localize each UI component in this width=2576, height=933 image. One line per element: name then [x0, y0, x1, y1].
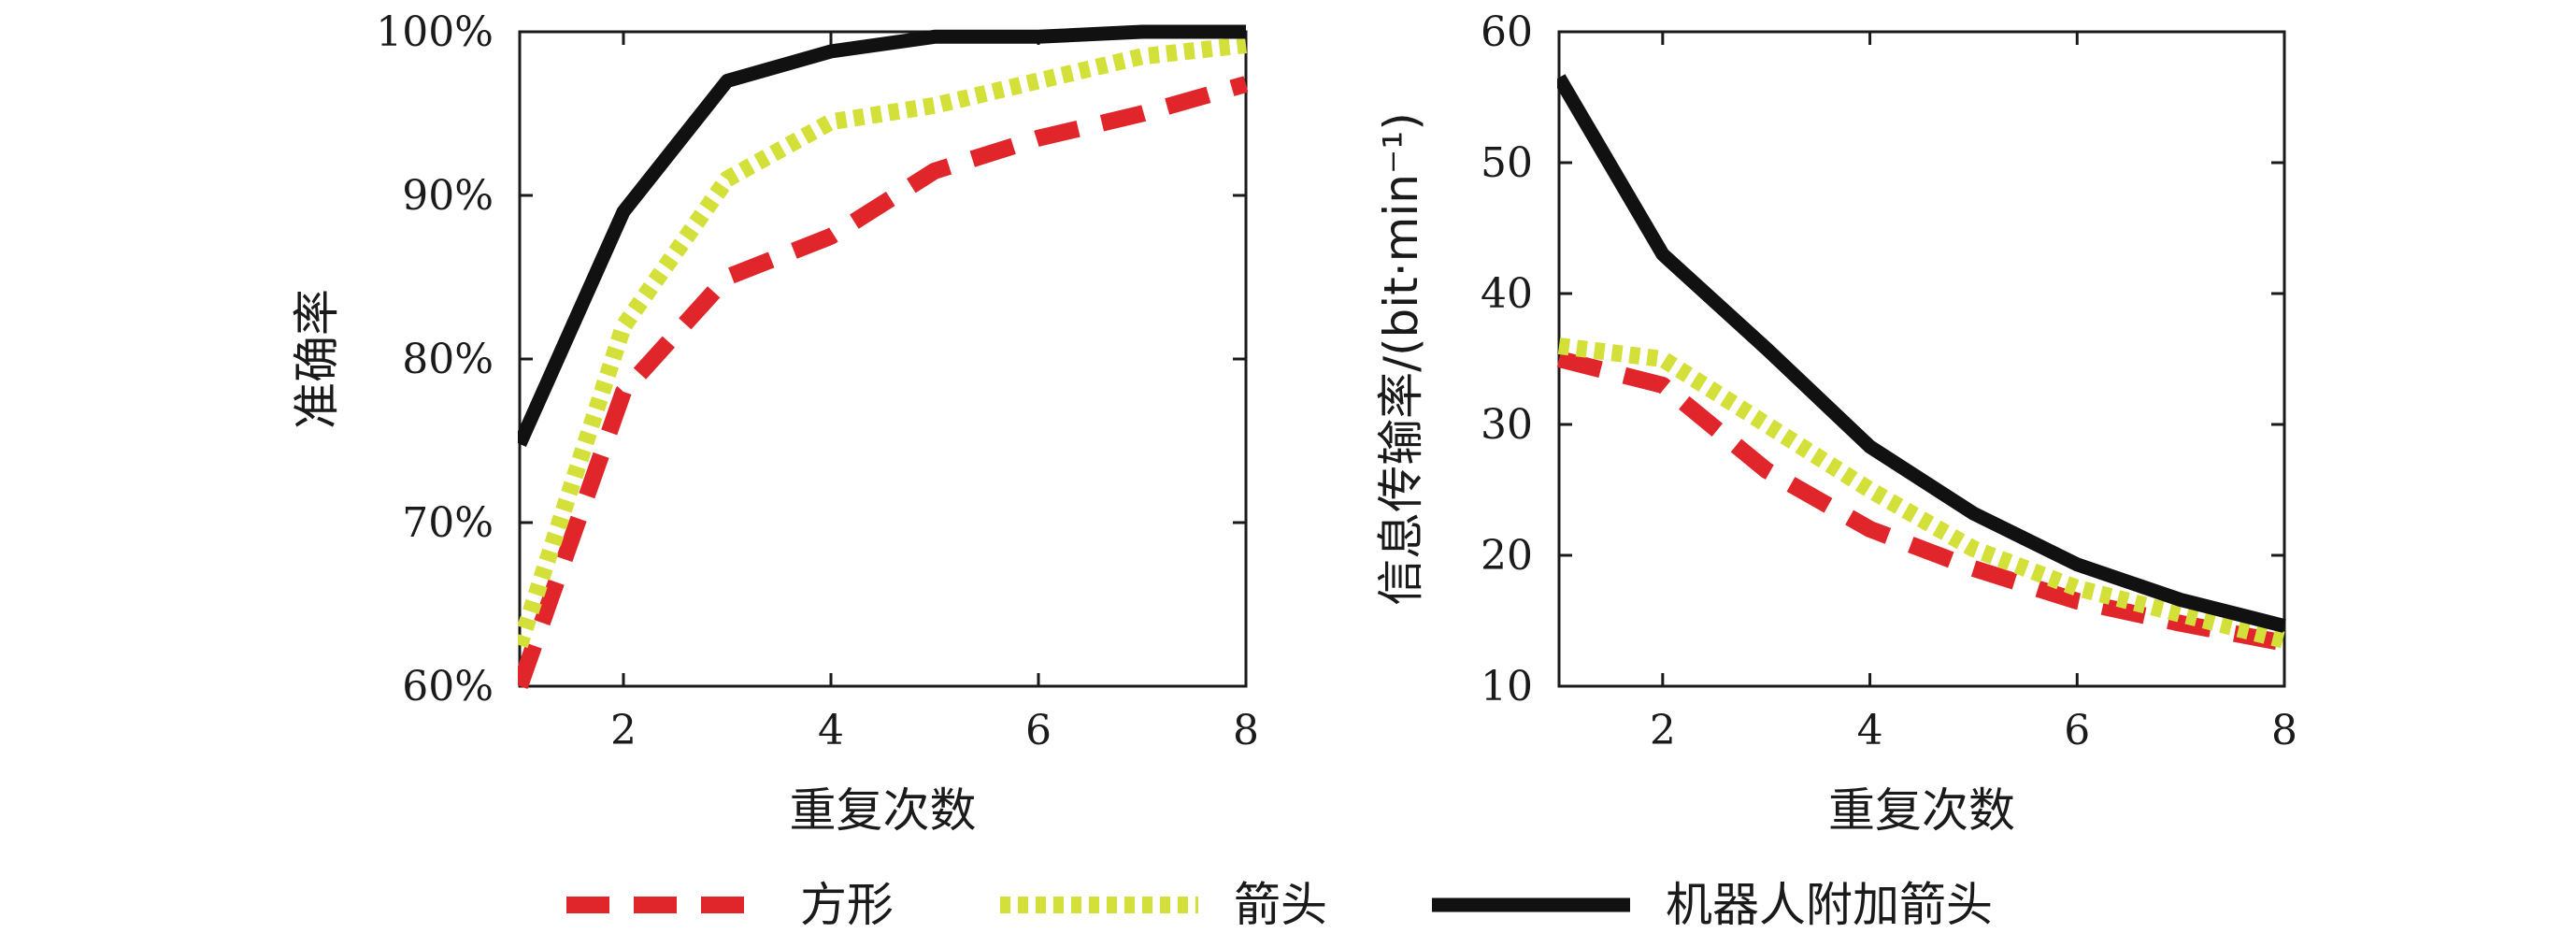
acc-series-square [518, 76, 1248, 689]
legend-label-arrow: 箭头 [1234, 878, 1327, 932]
itr-series-group [1557, 74, 2286, 652]
acc-x-tick-label: 4 [818, 707, 844, 754]
itr-y-tick-label: 50 [1481, 139, 1533, 187]
acc-series-group [518, 24, 1248, 689]
itr-y-tick-label: 60 [1481, 8, 1533, 56]
acc-y-axis-title: 准确率 [290, 289, 344, 429]
acc-x-tick-label: 8 [1233, 707, 1259, 754]
itr-series-square [1557, 351, 2286, 652]
itr-x-tick-label: 8 [2271, 707, 2297, 754]
acc-y-tick-label: 90% [402, 172, 494, 220]
acc-series-robot-arrow [518, 24, 1246, 448]
itr-x-tick-label: 6 [2064, 707, 2090, 754]
itr-y-tick-label: 20 [1481, 532, 1533, 580]
legend-label-square: 方形 [800, 878, 894, 932]
legend-item-arrow: 箭头 [1000, 878, 1327, 932]
acc-x-tick-label: 6 [1025, 707, 1052, 754]
acc-y-tick-label: 80% [402, 336, 494, 383]
accuracy-chart: 60% 70% 80% 90% 100% 2 4 6 8 重复次数 准确率 [290, 8, 1259, 838]
itr-x-tick-label: 2 [1650, 707, 1676, 754]
itr-y-tick-label: 30 [1481, 401, 1533, 449]
itr-y-tick-label: 40 [1481, 270, 1533, 318]
legend-item-robot-arrow: 机器人附加箭头 [1432, 878, 1993, 932]
acc-y-tick-label: 60% [402, 663, 494, 711]
itr-y-axis-title: 信息传输率/(bit·min⁻¹) [1374, 112, 1428, 606]
legend-label-robot-arrow: 机器人附加箭头 [1666, 878, 1993, 932]
acc-y-tick-label: 100% [376, 8, 494, 56]
acc-plot-frame [518, 30, 1248, 688]
legend-item-square: 方形 [566, 878, 894, 932]
itr-series-robot-arrow [1557, 74, 2286, 633]
itr-x-tick-label: 4 [1857, 707, 1883, 754]
acc-x-tick-label: 2 [610, 707, 637, 754]
acc-x-axis-title: 重复次数 [790, 783, 977, 838]
itr-x-axis-title: 重复次数 [1828, 783, 2015, 838]
acc-series-arrow [518, 36, 1247, 649]
legend: 方形 箭头 机器人附加箭头 [566, 878, 1993, 932]
itr-chart: 10 20 30 40 50 60 2 4 6 8 重复次数 信息传输率/(bit·min⁻¹) [1374, 8, 2297, 838]
acc-y-tick-label: 70% [402, 499, 494, 547]
itr-series-arrow [1557, 337, 2286, 649]
itr-y-tick-label: 10 [1481, 663, 1533, 711]
